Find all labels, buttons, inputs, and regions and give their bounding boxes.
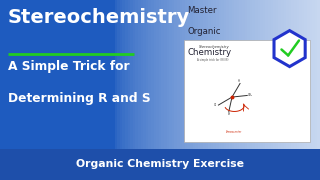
Text: Organic Chemistry Exercise: Organic Chemistry Exercise xyxy=(76,159,244,169)
Bar xyxy=(273,0,276,180)
Bar xyxy=(211,0,214,180)
Bar xyxy=(203,0,206,180)
Text: Cl: Cl xyxy=(214,103,217,107)
Bar xyxy=(250,0,253,180)
Bar xyxy=(224,0,227,180)
Bar xyxy=(258,0,261,180)
Bar xyxy=(159,0,162,180)
Text: Stereocenter: Stereocenter xyxy=(226,130,243,134)
Bar xyxy=(120,0,123,180)
Bar xyxy=(169,0,172,180)
Bar xyxy=(133,0,136,180)
Bar xyxy=(135,0,139,180)
Bar xyxy=(227,0,230,180)
Bar xyxy=(216,0,219,180)
Bar xyxy=(195,0,198,180)
Bar xyxy=(289,0,292,180)
Bar xyxy=(154,0,157,180)
Text: Stereochemistry: Stereochemistry xyxy=(8,8,190,27)
Bar xyxy=(167,0,170,180)
Bar xyxy=(317,0,320,180)
Bar xyxy=(112,0,115,180)
Bar xyxy=(190,0,193,180)
Text: A simple trick for (R)/(S): A simple trick for (R)/(S) xyxy=(196,58,228,62)
Bar xyxy=(198,0,201,180)
Bar xyxy=(284,0,287,180)
Bar xyxy=(239,0,243,180)
Bar xyxy=(213,0,217,180)
Bar xyxy=(140,0,144,180)
Bar xyxy=(174,0,178,180)
Bar xyxy=(294,0,297,180)
Bar xyxy=(125,0,128,180)
Bar xyxy=(221,0,224,180)
Bar xyxy=(268,0,271,180)
Bar xyxy=(304,0,308,180)
Bar xyxy=(265,0,269,180)
Text: Chemistry: Chemistry xyxy=(187,48,231,57)
Polygon shape xyxy=(274,31,305,67)
Bar xyxy=(172,0,175,180)
Text: Br: Br xyxy=(228,112,231,116)
Bar xyxy=(148,0,152,180)
Text: Master: Master xyxy=(187,6,217,15)
Bar xyxy=(276,0,279,180)
Bar xyxy=(117,0,120,180)
Bar xyxy=(151,0,154,180)
Bar xyxy=(115,0,118,180)
Bar xyxy=(208,0,212,180)
Bar xyxy=(299,0,302,180)
Bar xyxy=(237,0,240,180)
Bar xyxy=(180,0,183,180)
Bar xyxy=(263,0,266,180)
Bar xyxy=(244,0,248,180)
Bar xyxy=(286,0,290,180)
Bar xyxy=(255,0,258,180)
Text: Stereochemistry: Stereochemistry xyxy=(199,45,230,49)
Text: Determining R and S: Determining R and S xyxy=(8,92,151,105)
Bar xyxy=(177,0,180,180)
Bar xyxy=(242,0,245,180)
Text: H: H xyxy=(238,79,240,83)
Bar xyxy=(302,0,305,180)
Bar xyxy=(232,0,235,180)
Bar xyxy=(260,0,263,180)
Bar xyxy=(200,0,204,180)
Text: A Simple Trick for: A Simple Trick for xyxy=(8,60,130,73)
Bar xyxy=(182,0,186,180)
Bar xyxy=(312,0,316,180)
Bar xyxy=(193,0,196,180)
Bar xyxy=(247,0,251,180)
Bar xyxy=(307,0,310,180)
Bar xyxy=(252,0,256,180)
Bar xyxy=(297,0,300,180)
Bar xyxy=(161,0,165,180)
Bar xyxy=(234,0,237,180)
Bar xyxy=(130,0,133,180)
Bar xyxy=(278,0,282,180)
Bar xyxy=(206,0,209,180)
Bar xyxy=(143,0,147,180)
Bar xyxy=(271,0,274,180)
Bar xyxy=(219,0,222,180)
Bar xyxy=(0,148,320,180)
Bar xyxy=(315,0,318,180)
Bar xyxy=(188,0,191,180)
Bar xyxy=(122,0,126,180)
Bar xyxy=(281,0,284,180)
Bar xyxy=(146,0,149,180)
Bar xyxy=(138,0,141,180)
Bar xyxy=(185,0,188,180)
Bar xyxy=(164,0,167,180)
Text: CH₃: CH₃ xyxy=(248,93,252,97)
Bar xyxy=(292,0,295,180)
Bar xyxy=(156,0,159,180)
Bar xyxy=(184,40,310,142)
Bar xyxy=(128,0,131,180)
Text: Organic: Organic xyxy=(187,27,221,36)
Bar xyxy=(229,0,232,180)
Bar xyxy=(309,0,313,180)
